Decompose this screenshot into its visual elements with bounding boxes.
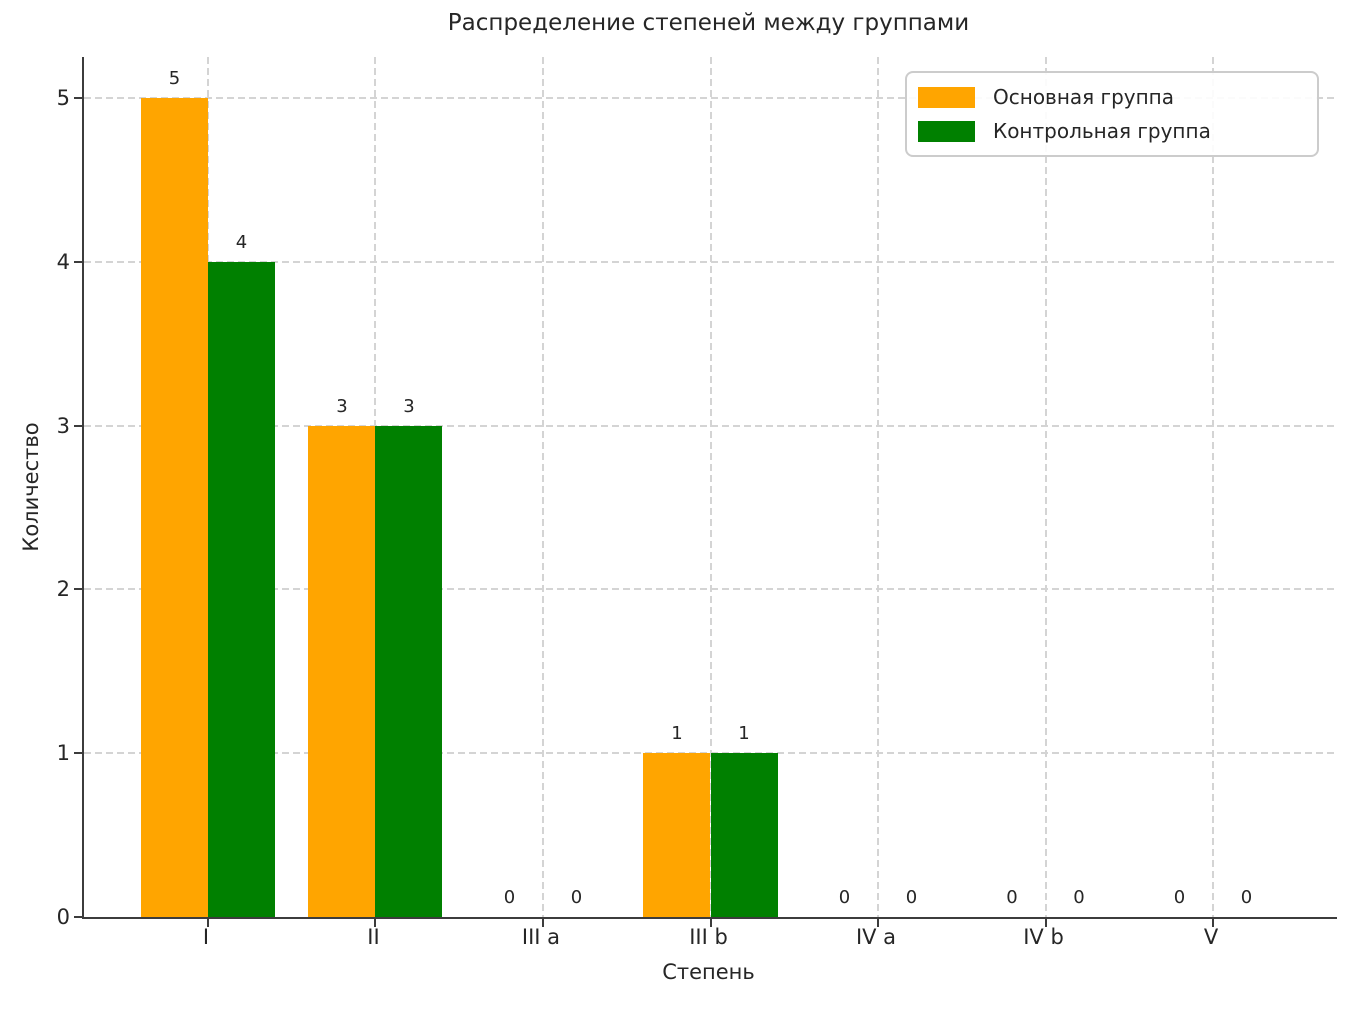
x-tick-label: II — [367, 925, 380, 949]
y-tick-label: 0 — [56, 905, 70, 929]
x-axis-title: Степень — [662, 960, 755, 984]
y-tick-mark — [74, 752, 82, 755]
bar — [643, 753, 711, 917]
bar-value-label: 0 — [570, 887, 583, 908]
y-tick-label: 1 — [56, 741, 70, 766]
legend-swatch-main-group — [918, 86, 975, 108]
legend: Основная группа Контрольная группа — [905, 71, 1319, 157]
x-tick-label: III a — [521, 925, 561, 949]
y-tick-label: 2 — [56, 577, 70, 602]
legend-label-main-group: Основная группа — [993, 85, 1175, 109]
bar-value-label: 3 — [336, 395, 348, 417]
y-tick-mark — [74, 96, 82, 99]
bar-value-label: 0 — [838, 887, 851, 908]
y-axis-title: Количество — [19, 422, 43, 552]
bar — [207, 261, 275, 917]
x-tick-mark — [374, 919, 377, 927]
y-tick-label: 3 — [56, 413, 70, 438]
bar-value-label: 0 — [1173, 887, 1186, 908]
y-tick-mark — [74, 424, 82, 427]
bar-value-label: 0 — [503, 887, 516, 908]
plot-area: 5 3 0 1 0 0 0 4 3 0 1 0 0 0 — [74, 57, 1337, 927]
legend-row: Контрольная группа — [918, 119, 1303, 143]
bar — [140, 97, 208, 917]
bar-value-label: 1 — [738, 723, 750, 745]
bar-value-label: 3 — [403, 395, 415, 417]
bar — [375, 425, 443, 917]
bar-value-label: 0 — [1073, 887, 1085, 908]
bar-value-label: 5 — [168, 67, 181, 89]
y-tick-mark — [74, 260, 82, 263]
bar-value-label: 0 — [1006, 887, 1018, 908]
legend-swatch-control-group — [918, 120, 975, 142]
x-tick-mark — [1044, 919, 1047, 927]
bar-value-label: 0 — [1240, 887, 1253, 908]
vertical-gridline — [1044, 57, 1047, 917]
vertical-gridline — [877, 57, 879, 917]
legend-row: Основная группа — [918, 85, 1303, 109]
chart-title: Распределение степеней между группами — [447, 10, 970, 36]
y-tick-label: 4 — [56, 249, 70, 274]
y-tick-mark — [74, 916, 82, 918]
x-tick-label: IV b — [1023, 925, 1064, 949]
bar — [710, 753, 778, 917]
x-tick-mark — [877, 919, 879, 927]
y-tick-label: 5 — [56, 85, 70, 110]
x-tick-mark — [1212, 919, 1215, 927]
x-tick-label: V — [1203, 925, 1219, 949]
y-tick-mark — [74, 588, 82, 591]
bar-value-label: 4 — [235, 231, 248, 253]
bar-value-label: 1 — [671, 723, 683, 745]
bar — [308, 425, 376, 917]
x-tick-mark — [206, 919, 209, 927]
x-tick-mark — [709, 919, 712, 927]
x-tick-mark — [541, 919, 544, 927]
vertical-gridline — [541, 57, 544, 917]
x-tick-label: III b — [689, 925, 728, 949]
x-tick-label: I — [202, 925, 210, 949]
vertical-gridline — [1212, 57, 1215, 917]
legend-label-control-group: Контрольная группа — [993, 119, 1211, 143]
bar-value-label: 0 — [905, 887, 918, 908]
x-tick-label: IV a — [855, 925, 897, 949]
